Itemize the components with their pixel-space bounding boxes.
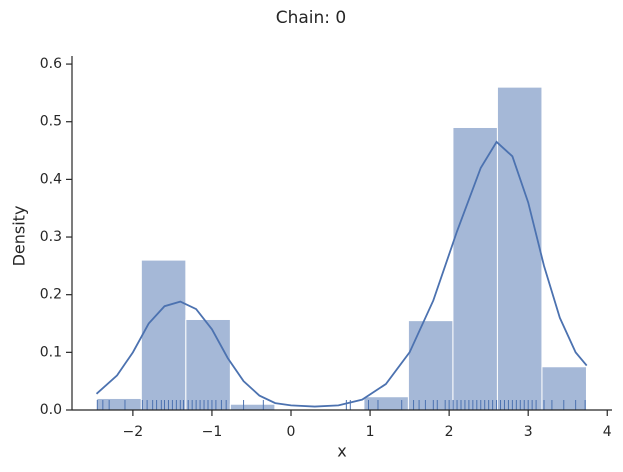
x-tick-label: 0 xyxy=(287,424,296,440)
y-tick-label: 0.1 xyxy=(40,344,62,360)
bar xyxy=(140,259,187,411)
x-tick-label: 1 xyxy=(366,424,375,440)
y-tick-label: 0.4 xyxy=(40,171,62,187)
bar xyxy=(452,126,498,411)
x-axis-label: x xyxy=(337,442,346,461)
x-tick-label: 3 xyxy=(524,424,533,440)
x-tick-label: 4 xyxy=(603,424,612,440)
y-tick-label: 0.5 xyxy=(40,114,62,130)
kde-line xyxy=(95,140,588,408)
bar xyxy=(185,318,231,411)
y-tick-label: 0.0 xyxy=(40,402,62,418)
x-tick-label: −2 xyxy=(123,424,144,440)
y-axis-label: Density xyxy=(10,206,29,267)
y-tick-label: 0.2 xyxy=(40,287,62,303)
x-tick-label: 2 xyxy=(445,424,454,440)
y-tick-label: 0.6 xyxy=(40,56,62,72)
bar xyxy=(496,86,543,411)
y-tick-label: 0.3 xyxy=(40,229,62,245)
bar xyxy=(407,320,454,411)
bar xyxy=(229,403,276,411)
chart-title: Chain: 0 xyxy=(276,8,347,28)
bar xyxy=(96,397,142,411)
x-tick-label: −1 xyxy=(202,424,223,440)
